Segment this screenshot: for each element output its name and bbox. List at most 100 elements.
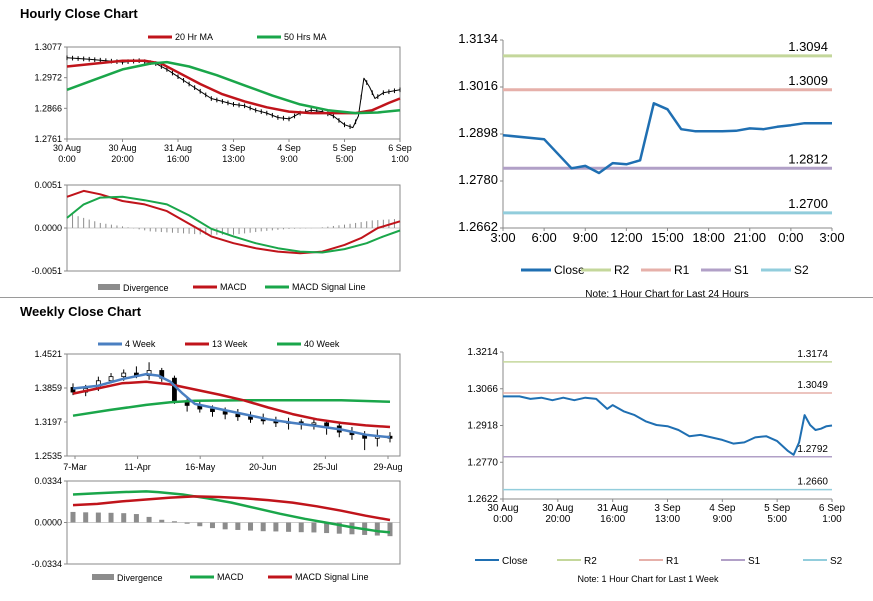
weekly-price-x-tick-label: 29-Aug bbox=[373, 462, 402, 472]
weekly-divergence-bar bbox=[171, 521, 177, 523]
weekly-macd-y-tick-label: 0.0334 bbox=[34, 476, 62, 486]
weekly-divergence-bar bbox=[324, 522, 330, 534]
hourly-price-y-tick-label: 1.2972 bbox=[34, 73, 62, 83]
weekly-legend-4wk-label: 4 Week bbox=[125, 339, 156, 349]
weekly-divergence-bar bbox=[260, 522, 266, 532]
weekly-divergence-bar bbox=[133, 514, 139, 523]
weekly-levels-legend-r1-label: R1 bbox=[666, 556, 679, 567]
hourly-price-x-tick-label: 1:00 bbox=[391, 154, 409, 164]
weekly-levels-y-tick-label: 1.2918 bbox=[467, 421, 498, 432]
hourly-levels-legend-r2-label: R2 bbox=[614, 263, 630, 277]
weekly-price-frame bbox=[66, 353, 401, 457]
hourly-levels-y-tick-label: 1.2780 bbox=[458, 172, 498, 187]
weekly-levels-legend-s2-label: S2 bbox=[830, 556, 843, 567]
hourly-legend-50hr-label: 50 Hrs MA bbox=[284, 32, 327, 42]
hourly-price-line bbox=[66, 57, 401, 129]
weekly-levels-s1-label: 1.2792 bbox=[797, 444, 828, 455]
hourly-levels-x-tick-label: 3:00 bbox=[819, 230, 844, 245]
hourly-levels-y-tick-label: 1.2898 bbox=[458, 125, 498, 140]
weekly-legend-divergence-label: Divergence bbox=[117, 573, 163, 583]
weekly-divergence-bar bbox=[108, 512, 114, 523]
weekly-levels-legend-close-label: Close bbox=[502, 556, 528, 567]
weekly-levels-x-tick-label: 5 Sep bbox=[764, 503, 791, 514]
hourly-macd-signal-line bbox=[66, 195, 401, 254]
hourly-levels-r2-label: 1.3094 bbox=[788, 39, 828, 54]
weekly-divergence-bar bbox=[273, 522, 279, 532]
hourly-levels-y-tick-label: 1.3016 bbox=[458, 78, 498, 93]
weekly-candle-body bbox=[210, 408, 215, 412]
weekly-price-x-tick-label: 11-Apr bbox=[124, 462, 150, 472]
weekly-candle-body bbox=[222, 411, 228, 415]
weekly-divergence-bar bbox=[222, 522, 228, 530]
hourly-price-y-tick-label: 1.3077 bbox=[34, 42, 62, 52]
hourly-price-y-tick-label: 1.2761 bbox=[34, 134, 62, 144]
weekly-13wk-line bbox=[72, 380, 391, 429]
weekly-candle-body bbox=[108, 376, 114, 382]
hourly-price-x-tick-label: 5 Sep bbox=[333, 143, 357, 153]
weekly-candle-body bbox=[172, 377, 177, 402]
weekly-legend-13wk-label: 13 Week bbox=[212, 339, 248, 349]
hourly-price-x-tick-label: 13:00 bbox=[222, 154, 245, 164]
weekly-levels-x-tick-label: 31 Aug bbox=[597, 503, 628, 514]
weekly-levels-r2-label: 1.3174 bbox=[797, 349, 828, 360]
hourly-50hr-ma-line bbox=[66, 60, 401, 115]
weekly-levels-x-tick-label: 13:00 bbox=[655, 514, 680, 525]
hourly-levels-x-tick-label: 15:00 bbox=[651, 230, 684, 245]
hourly-legend-macd-label: MACD bbox=[220, 282, 247, 292]
hourly-legend-20hr-label: 20 Hr MA bbox=[175, 32, 213, 42]
weekly-levels-x-tick-label: 16:00 bbox=[600, 514, 625, 525]
weekly-divergence-bar bbox=[374, 522, 380, 536]
weekly-divergence-bar bbox=[387, 522, 393, 537]
weekly-price-y-tick-label: 1.4521 bbox=[34, 349, 62, 359]
weekly-levels-s2-label: 1.2660 bbox=[797, 477, 828, 488]
weekly-legend-signal-label: MACD Signal Line bbox=[295, 572, 369, 582]
hourly-price-x-tick-label: 0:00 bbox=[58, 154, 76, 164]
weekly-macd-signal-line bbox=[72, 495, 391, 522]
hourly-legend-divergence-label: Divergence bbox=[123, 283, 169, 293]
weekly-levels-x-tick-label: 20:00 bbox=[545, 514, 570, 525]
hourly-price-x-tick-label: 9:00 bbox=[280, 154, 298, 164]
hourly-levels-r1-label: 1.3009 bbox=[788, 73, 828, 88]
hourly-levels-legend-s1-label: S1 bbox=[734, 263, 749, 277]
hourly-price-x-tick-label: 31 Aug bbox=[164, 143, 192, 153]
hourly-price-x-tick-label: 30 Aug bbox=[53, 143, 81, 153]
hourly-levels-legend-close-label: Close bbox=[554, 263, 585, 277]
hourly-levels-x-tick-label: 0:00 bbox=[778, 230, 803, 245]
weekly-levels-legend-r2-label: R2 bbox=[584, 556, 597, 567]
weekly-levels-legend-s1-label: S1 bbox=[748, 556, 761, 567]
hourly-levels-legend-s2-label: S2 bbox=[794, 263, 809, 277]
weekly-divergence-bar bbox=[146, 516, 152, 523]
weekly-levels-x-tick-label: 30 Aug bbox=[542, 503, 573, 514]
weekly-divergence-bar bbox=[95, 512, 101, 523]
weekly-levels-y-tick-label: 1.3066 bbox=[467, 384, 498, 395]
hourly-price-y-tick-label: 1.2866 bbox=[34, 103, 62, 113]
hourly-levels-x-tick-label: 9:00 bbox=[573, 230, 598, 245]
weekly-price-x-tick-label: 25-Jul bbox=[313, 462, 338, 472]
weekly-levels-x-tick-label: 30 Aug bbox=[487, 503, 518, 514]
hourly-macd-line bbox=[66, 189, 401, 255]
hourly-legend-signal-label: MACD Signal Line bbox=[292, 282, 366, 292]
weekly-macd-y-tick-label: -0.0334 bbox=[31, 559, 62, 569]
weekly-legend-40wk-label: 40 Week bbox=[304, 339, 340, 349]
weekly-price-y-tick-label: 1.3197 bbox=[34, 417, 62, 427]
weekly-section-title: Weekly Close Chart bbox=[20, 304, 142, 319]
hourly-price-x-tick-label: 16:00 bbox=[167, 154, 190, 164]
weekly-levels-y-tick-label: 1.2770 bbox=[467, 457, 498, 468]
weekly-levels-close-line bbox=[503, 395, 833, 456]
weekly-levels-y-tick-label: 1.2622 bbox=[467, 494, 498, 505]
weekly-divergence-bar bbox=[298, 522, 304, 533]
weekly-divergence-bar bbox=[184, 522, 190, 524]
weekly-levels-x-tick-label: 9:00 bbox=[713, 514, 733, 525]
hourly-levels-s2-label: 1.2700 bbox=[788, 196, 828, 211]
hourly-levels-x-tick-label: 21:00 bbox=[733, 230, 766, 245]
weekly-levels-x-tick-label: 6 Sep bbox=[819, 503, 846, 514]
weekly-divergence-bar bbox=[248, 522, 254, 531]
hourly-levels-close-line bbox=[502, 102, 832, 175]
weekly-divergence-bar bbox=[70, 511, 76, 523]
weekly-macd-line bbox=[72, 490, 391, 534]
weekly-divergence-bar bbox=[209, 522, 215, 529]
weekly-divergence-bar bbox=[311, 522, 317, 533]
weekly-levels-r1-label: 1.3049 bbox=[797, 380, 828, 391]
weekly-levels-note: Note: 1 Hour Chart for Last 1 Week bbox=[578, 574, 719, 584]
